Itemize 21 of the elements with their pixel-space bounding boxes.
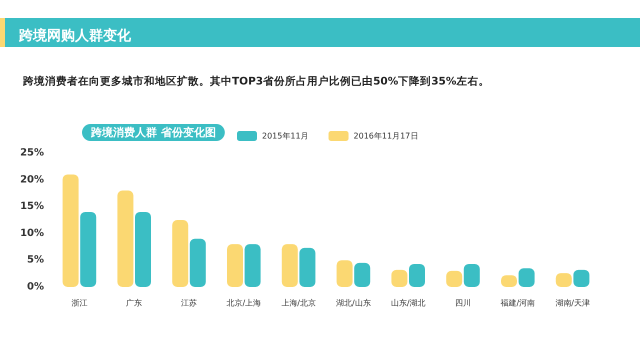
y-tick-label: 20% <box>20 174 44 186</box>
x-tick-label: 湖北/山东 <box>336 298 371 308</box>
x-tick-label: 江苏 <box>181 298 197 308</box>
y-tick-label: 5% <box>27 254 44 266</box>
legend-label: 2015年11月 <box>262 132 309 140</box>
text: 跨境消费人群 省份变化图 <box>90 126 216 139</box>
y-tick-label: 25% <box>20 148 44 158</box>
y-tick-label: 0% <box>27 282 44 292</box>
legend-label: 2016年11月17日 <box>354 132 418 140</box>
x-tick-label: 北京/上海 <box>226 298 262 308</box>
x-tick-label: 山东/湖北 <box>390 298 426 308</box>
y-tick-label: 15% <box>20 201 44 212</box>
x-tick-label: 湖南/天津 <box>555 298 590 308</box>
x-tick-label: 广东 <box>126 298 142 308</box>
chart-subtitle: 跨境消费者在向更多城市和地区扩散。其中TOP3省份所占用户比例已由50%下降到35%左右。 <box>22 74 490 88</box>
x-tick-label: 上海/北京 <box>281 298 316 308</box>
x-tick-label: 福建/河南 <box>500 298 536 308</box>
x-tick-label: 四川 <box>455 298 471 308</box>
y-tick-label: 10% <box>20 228 44 239</box>
x-tick-label: 浙江 <box>71 298 88 308</box>
chart-title: 跨境网购人群变化 <box>18 27 132 44</box>
